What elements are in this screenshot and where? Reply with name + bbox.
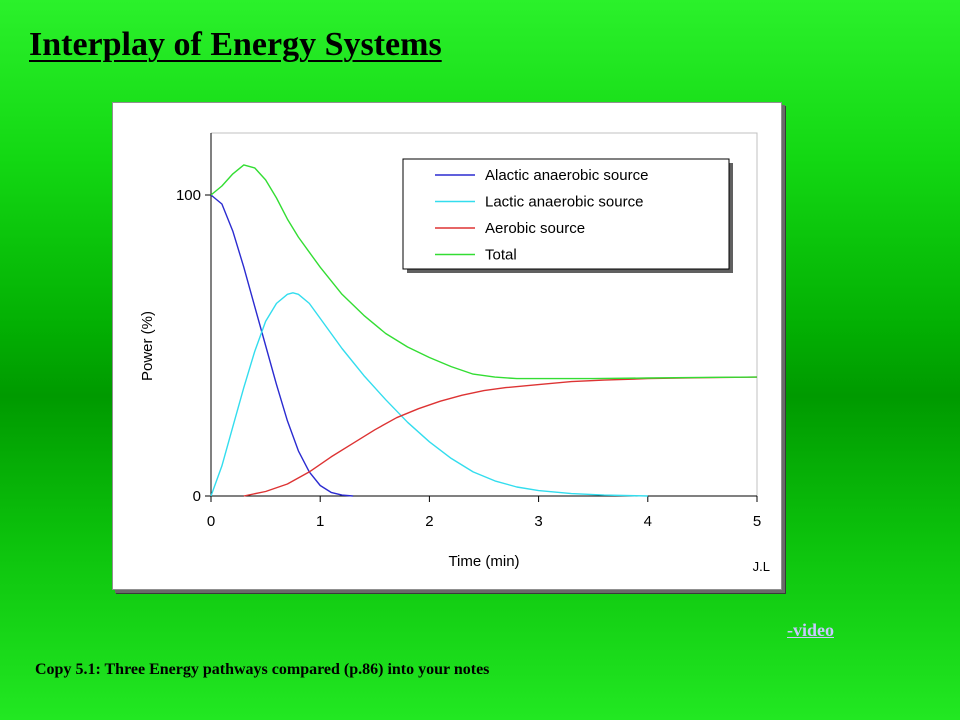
plot-border <box>211 132 758 496</box>
legend-entry-2: Aerobic source <box>485 220 585 237</box>
legend-box <box>402 158 730 270</box>
x-tick-label: 4 <box>644 513 652 530</box>
x-tick-label: 0 <box>207 513 215 530</box>
video-link[interactable]: -video <box>787 620 834 640</box>
y-tick-label: 0 <box>193 488 201 505</box>
legend-entry-0: Alactic anaerobic source <box>485 167 648 184</box>
legend-entry-3: Total <box>485 247 517 264</box>
x-tick-label: 1 <box>316 513 324 530</box>
legend-entry-1: Lactic anaerobic source <box>485 194 643 211</box>
y-axis-label: Power (%) <box>139 311 156 381</box>
y-tick-label: 100 <box>176 187 201 204</box>
chart-panel: 0 1 2 3 4 5 0 100 Alactic anaerobic source Lacti… <box>112 102 782 590</box>
slide-title: Interplay of Energy Systems <box>29 26 442 63</box>
x-axis-label: Time (min) <box>448 553 519 570</box>
slide-caption: Copy 5.1: Three Energy pathways compared… <box>35 661 490 678</box>
series-line-1 <box>210 292 648 497</box>
series-line-0 <box>210 194 354 497</box>
x-tick-label: 2 <box>425 513 433 530</box>
energy-systems-chart: 0 1 2 3 4 5 0 100 Alactic anaerobic source Lacti… <box>139 132 770 574</box>
series-line-2 <box>243 376 758 497</box>
chart-annotation: J.L <box>753 559 770 574</box>
x-tick-label: 3 <box>534 513 542 530</box>
series-line-3 <box>210 164 758 380</box>
x-tick-label: 5 <box>753 513 761 530</box>
